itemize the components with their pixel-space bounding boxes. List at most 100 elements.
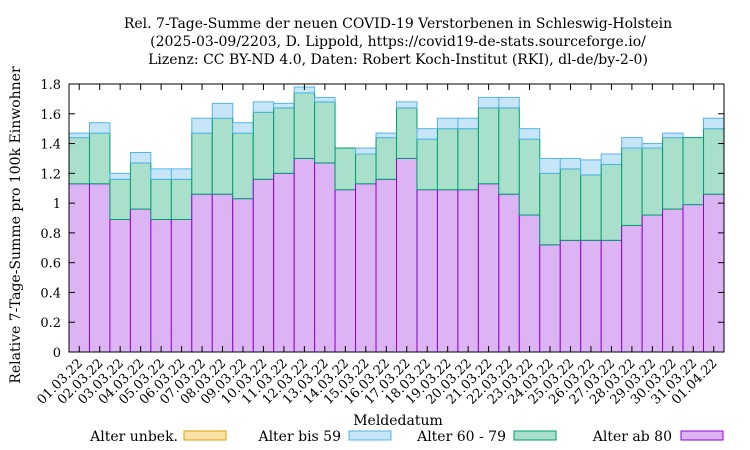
bar-segment	[580, 239, 602, 353]
bar-segment	[396, 157, 418, 353]
bar-segment	[559, 157, 582, 170]
bar-segment	[170, 178, 193, 220]
bar-segment	[477, 96, 500, 109]
bar-segment	[600, 153, 623, 165]
chart-title: Rel. 7-Tage-Summe der neuen COVID-19 Ver…	[124, 16, 672, 68]
y-tick-label: 0.2	[40, 316, 61, 331]
bar-segment	[518, 128, 541, 140]
title-line-3: Lizenz: CC BY-ND 4.0, Daten: Robert Koch…	[148, 52, 648, 68]
legend-label: Alter unbek.	[89, 429, 178, 445]
bar-segment	[314, 101, 336, 164]
y-tick-label: 1.4	[40, 138, 61, 153]
bar-segment	[498, 193, 520, 353]
bar-segment	[355, 153, 377, 185]
bar-segment	[150, 178, 172, 220]
bar-segment	[150, 168, 172, 180]
bar-segment	[580, 159, 602, 176]
bar-segment	[293, 92, 316, 159]
bar-segment	[293, 157, 316, 353]
bar-segment	[170, 218, 193, 353]
bar-segment	[518, 214, 541, 353]
bar-segment	[498, 107, 520, 195]
bar-segment	[211, 102, 234, 119]
bar-segment	[375, 132, 397, 139]
legend: Alter unbek. Alter bis 59 Alter 60 - 79 Alt…	[89, 429, 724, 445]
bar-segment	[88, 122, 111, 134]
bar-segment	[498, 96, 520, 109]
bar-segment	[355, 183, 377, 353]
bar-segment	[621, 147, 643, 226]
bar-segment	[273, 107, 295, 174]
legend-label: Alter ab 80	[592, 429, 672, 445]
bar-segment	[232, 122, 254, 134]
plot-frame	[68, 83, 725, 353]
bar-segment	[416, 128, 438, 140]
bar-segment	[703, 193, 725, 353]
bar-segment	[252, 101, 275, 113]
title-line-2: (2025-03-09/2203, D. Lippold, https://co…	[150, 34, 646, 50]
bar-segment	[170, 168, 193, 180]
y-tick-label: 0.4	[40, 286, 61, 301]
bar-segment	[191, 132, 213, 195]
bar-segment	[457, 189, 479, 353]
bar-segment	[539, 157, 561, 174]
bar-segment	[109, 172, 131, 180]
bar-segment	[641, 143, 664, 149]
bar-segment	[477, 183, 500, 353]
bar-segment	[191, 117, 213, 134]
bar-segment	[129, 151, 152, 164]
bar-segment	[375, 178, 397, 353]
bar-segment	[621, 137, 643, 149]
bar-segment	[662, 132, 684, 139]
bar-segment	[559, 168, 582, 241]
bar-segment	[641, 147, 664, 216]
legend-label: Alter bis 59	[257, 429, 341, 445]
bar-segment	[109, 178, 131, 220]
bar-segment	[68, 137, 90, 185]
bar-segment	[273, 172, 295, 353]
y-tick-label: 0	[53, 346, 61, 361]
bar-segment	[68, 132, 90, 139]
y-tick-label: 1.2	[40, 167, 61, 182]
bar-segment	[129, 208, 152, 353]
bar-segment	[334, 189, 357, 353]
bar-segment	[211, 117, 234, 195]
bar-segment	[662, 208, 684, 353]
bar-segment	[232, 198, 254, 353]
y-tick-label: 0.8	[40, 227, 61, 242]
bar-segment	[191, 193, 213, 353]
bar-segment	[150, 218, 172, 353]
bar-segment	[539, 172, 561, 246]
legend-swatch	[183, 430, 227, 441]
bar-segment	[314, 96, 336, 103]
y-tick-label: 1.6	[40, 108, 61, 123]
bar-segment	[252, 111, 275, 180]
bar-segment	[559, 239, 582, 353]
bar-segment	[477, 107, 500, 185]
bar-segment	[436, 189, 459, 353]
bar-segment	[457, 128, 479, 191]
bar-segment	[539, 244, 561, 353]
bar-segment	[334, 147, 357, 191]
bar-segment	[88, 183, 111, 353]
legend-swatch	[348, 430, 392, 441]
title-line-1: Rel. 7-Tage-Summe der neuen COVID-19 Ver…	[124, 16, 672, 32]
bar-segment	[375, 137, 397, 180]
bar-segment	[682, 137, 705, 206]
bar-segment	[109, 218, 131, 353]
x-axis-title: Meldedatum	[353, 413, 443, 429]
bar-segment	[416, 138, 438, 191]
bar-segment	[641, 214, 664, 353]
bars	[68, 86, 725, 353]
bar-segment	[68, 183, 90, 353]
bar-segment	[436, 117, 459, 130]
bar-segment	[211, 193, 234, 353]
y-tick-label: 0.6	[40, 257, 61, 272]
bar-segment	[396, 101, 418, 109]
legend-swatch	[680, 430, 724, 441]
bar-segment	[518, 138, 541, 216]
bar-segment	[273, 102, 295, 109]
bar-segment	[252, 178, 275, 353]
